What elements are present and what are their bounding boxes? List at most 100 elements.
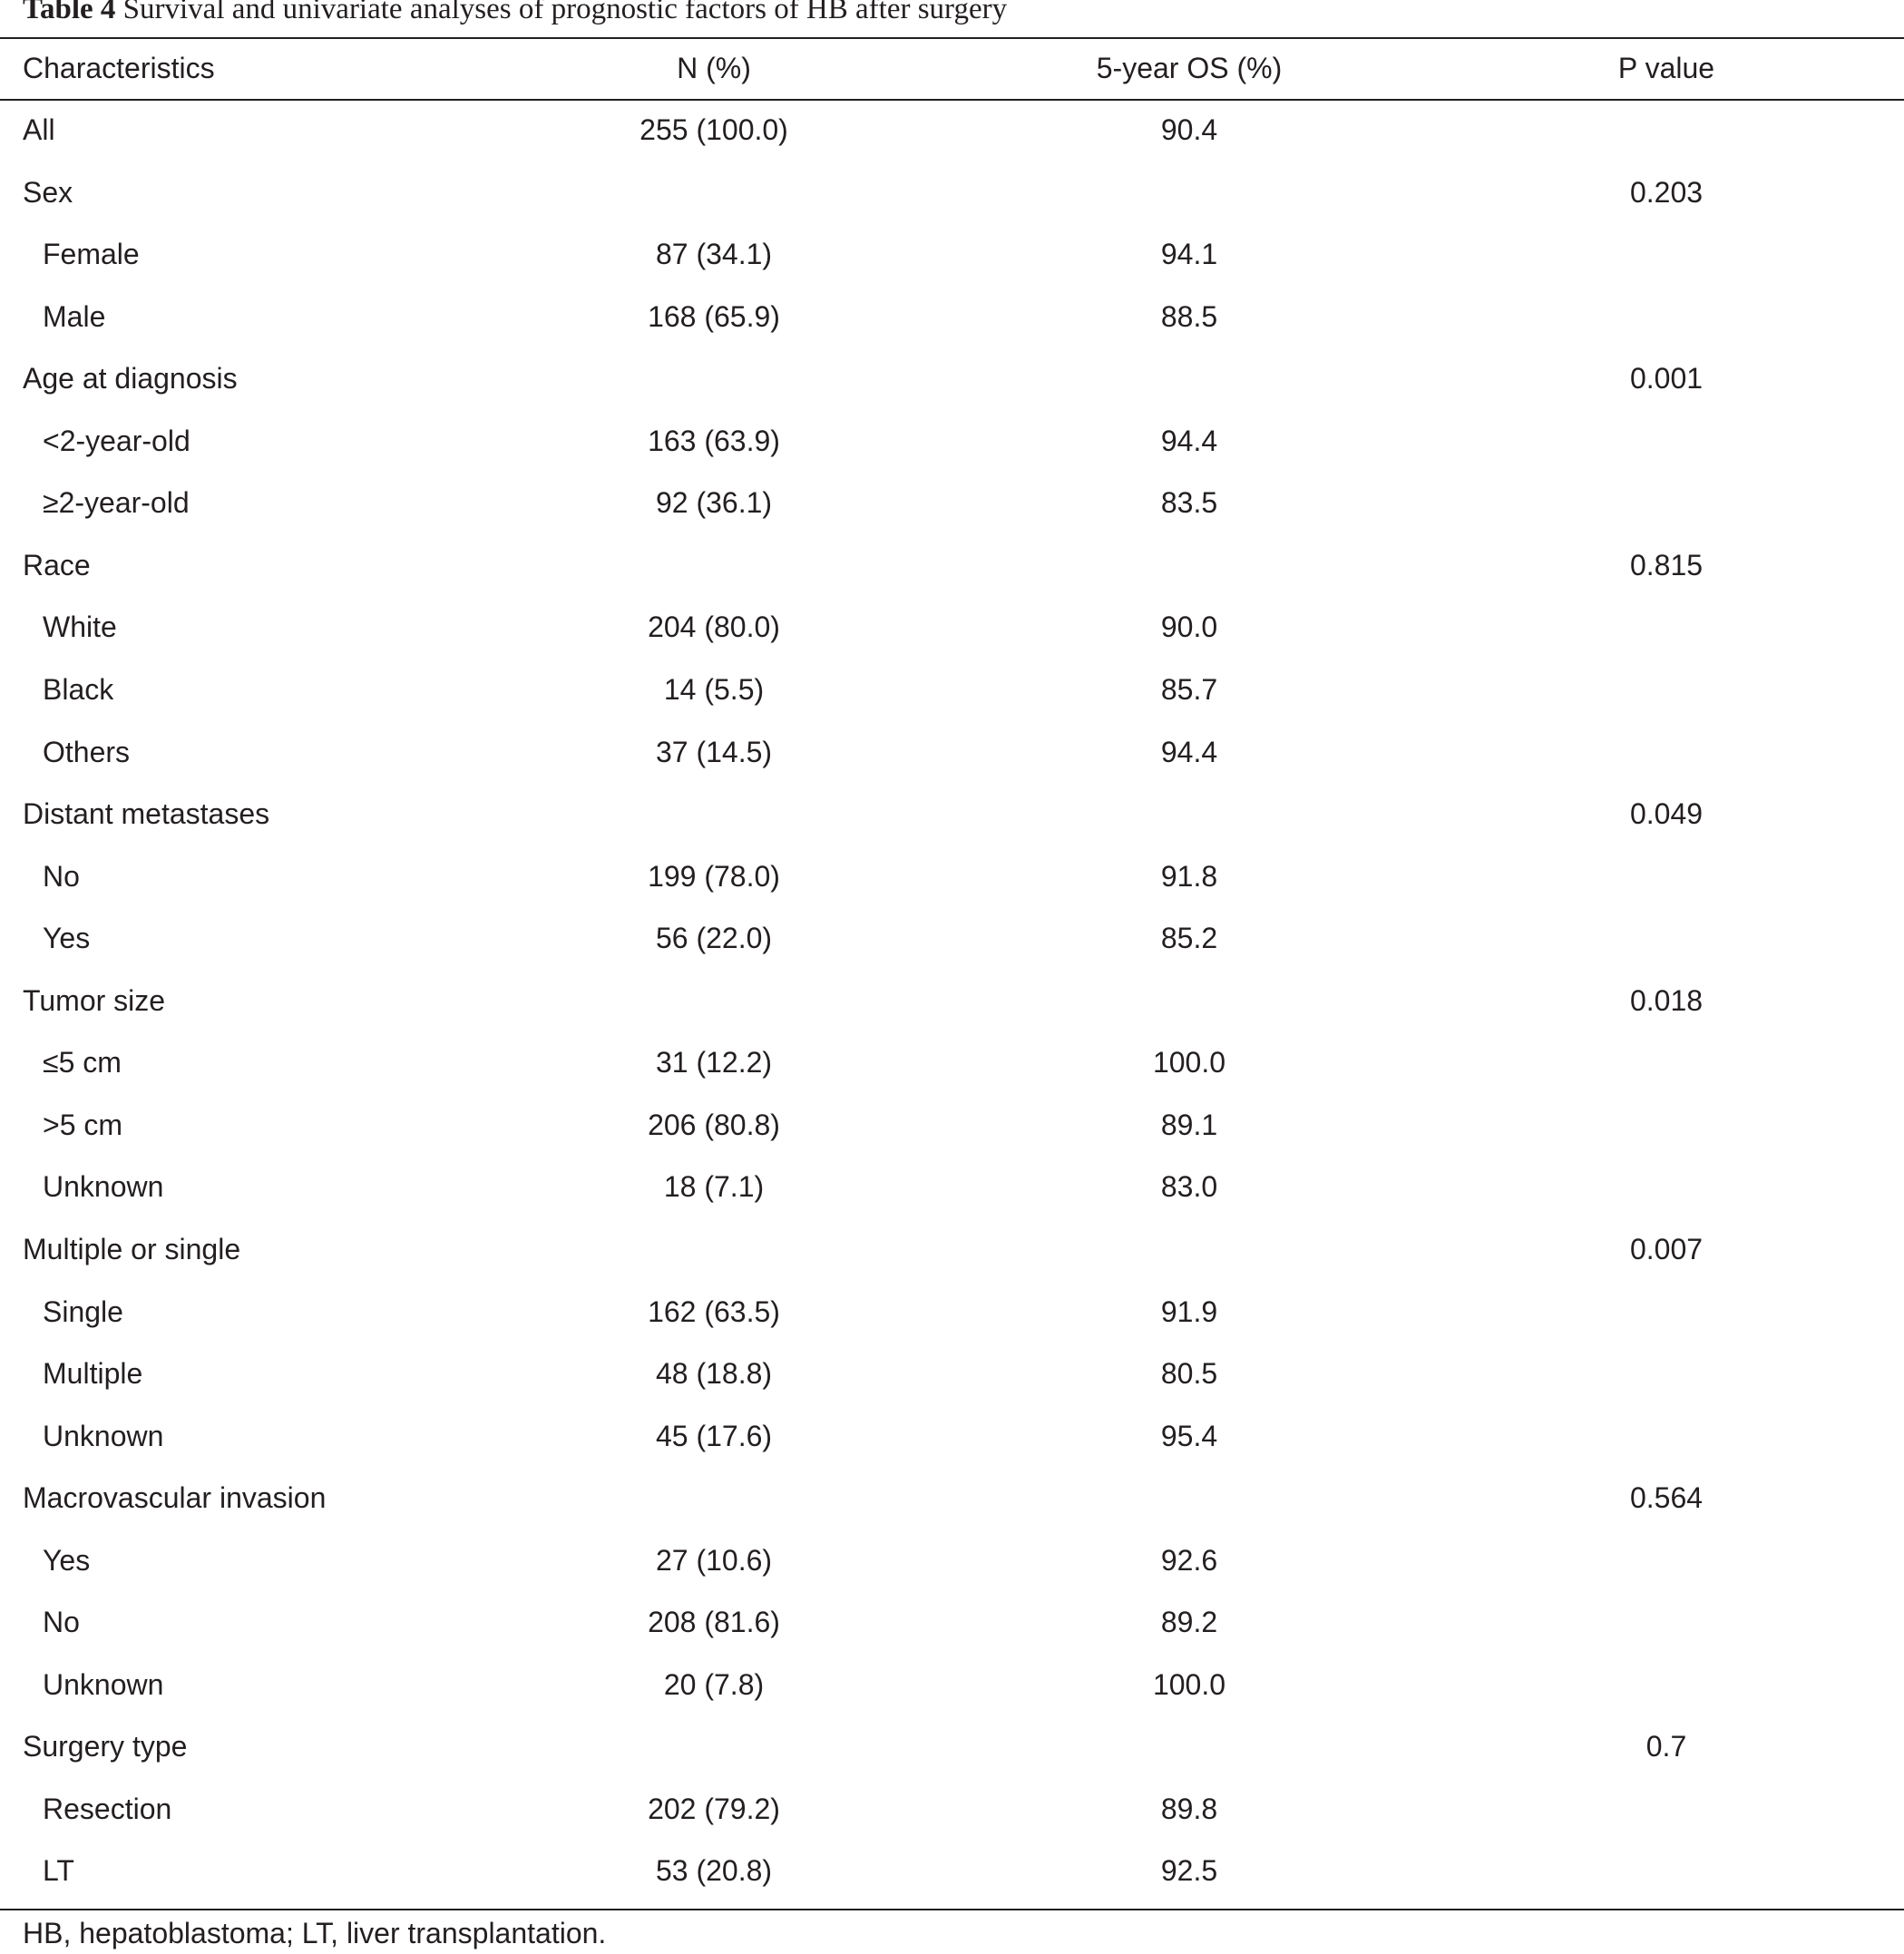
table-row: LT 53 (20.8) 92.5: [0, 1840, 1904, 1901]
n-percent-cell: 163 (63.9): [648, 424, 780, 457]
p-value-cell: 0.001: [1629, 362, 1704, 396]
p-value-cell: [1485, 721, 1848, 783]
table-row: ≥2-year-old 92 (36.1) 83.5: [0, 472, 1904, 533]
table-row: No 199 (78.0) 91.8: [0, 845, 1904, 907]
os-cell: 94.4: [1160, 424, 1218, 457]
table-row: Macrovascular invasion 0.564: [0, 1467, 1904, 1529]
p-value-cell: [1485, 1405, 1848, 1467]
os-cell: 91.8: [1160, 859, 1218, 893]
characteristic-cell: LT: [43, 1854, 74, 1888]
table-row: Sex 0.203: [0, 161, 1904, 223]
characteristic-cell: Others: [43, 735, 131, 768]
table-row: Unknown 45 (17.6) 95.4: [0, 1405, 1904, 1467]
characteristic-cell: Multiple: [43, 1357, 143, 1390]
characteristic-cell: Unknown: [43, 1667, 164, 1701]
os-cell: 100.0: [1152, 1046, 1226, 1080]
characteristic-cell: No: [43, 1606, 80, 1639]
table-footnote: HB, hepatoblastoma; LT, liver transplant…: [23, 1917, 607, 1949]
p-value-cell: [1485, 1094, 1848, 1156]
p-value-cell: [1485, 472, 1848, 533]
table-row: >5 cm 206 (80.8) 89.1: [0, 1094, 1904, 1156]
characteristic-cell: >5 cm: [43, 1108, 123, 1141]
os-cell: 95.4: [1160, 1419, 1218, 1452]
table-row: Black 14 (5.5) 85.7: [0, 659, 1904, 720]
n-percent-cell: 255 (100.0): [640, 113, 788, 146]
os-cell: 89.1: [1160, 1108, 1218, 1141]
characteristic-cell: Unknown: [43, 1170, 164, 1204]
table-row: Multiple 48 (18.8) 80.5: [0, 1343, 1904, 1404]
n-percent-cell: 31 (12.2): [655, 1046, 773, 1080]
p-value-cell: [1485, 99, 1848, 161]
characteristic-cell: ≥2-year-old: [43, 486, 190, 520]
table-row: Male 168 (65.9) 88.5: [0, 286, 1904, 347]
table-row: Age at diagnosis 0.001: [0, 347, 1904, 409]
n-percent-cell: 56 (22.0): [655, 922, 773, 955]
table-row: ≤5 cm 31 (12.2) 100.0: [0, 1031, 1904, 1093]
p-value-cell: 0.815: [1629, 548, 1704, 581]
header-5-year-os: 5-year OS (%): [1096, 52, 1283, 84]
p-value-cell: 0.049: [1629, 797, 1704, 830]
table-header-rule: [0, 99, 1904, 101]
n-percent-cell: [532, 783, 895, 845]
p-value-cell: [1485, 845, 1848, 907]
n-percent-cell: 37 (14.5): [655, 735, 773, 768]
os-cell: 90.4: [1160, 113, 1218, 146]
p-value-cell: 0.7: [1645, 1730, 1687, 1763]
characteristic-cell: No: [43, 859, 80, 893]
n-percent-cell: [532, 1715, 895, 1777]
table-row: Yes 56 (22.0) 85.2: [0, 907, 1904, 969]
table-row: Others 37 (14.5) 94.4: [0, 721, 1904, 783]
os-cell: 80.5: [1160, 1357, 1218, 1390]
n-percent-cell: [532, 970, 895, 1031]
table-bottom-rule: [0, 1909, 1904, 1910]
os-cell: 85.7: [1160, 672, 1218, 706]
n-percent-cell: 202 (79.2): [648, 1792, 780, 1825]
n-percent-cell: 92 (36.1): [655, 486, 773, 520]
p-value-cell: [1485, 286, 1848, 347]
characteristic-cell: Sex: [23, 175, 73, 209]
n-percent-cell: 168 (65.9): [648, 299, 780, 333]
n-percent-cell: 204 (80.0): [648, 611, 780, 644]
p-value-cell: 0.018: [1629, 983, 1704, 1017]
os-cell: 85.2: [1160, 922, 1218, 955]
os-cell: 89.2: [1160, 1606, 1218, 1639]
characteristic-cell: White: [43, 611, 117, 644]
characteristic-cell: Distant metastases: [23, 797, 270, 830]
p-value-cell: 0.007: [1629, 1232, 1704, 1265]
table-row: Distant metastases 0.049: [0, 783, 1904, 845]
n-percent-cell: [532, 534, 895, 596]
table-top-rule: [0, 37, 1904, 39]
n-percent-cell: 87 (34.1): [655, 238, 773, 271]
n-percent-cell: 14 (5.5): [663, 672, 765, 706]
table-row: Race 0.815: [0, 534, 1904, 596]
header-p-value: P value: [1617, 52, 1715, 84]
p-value-cell: [1485, 1778, 1848, 1840]
os-cell: 83.5: [1160, 486, 1218, 520]
n-percent-cell: [532, 1467, 895, 1529]
os-cell: 92.6: [1160, 1543, 1218, 1577]
table-row: White 204 (80.0) 90.0: [0, 596, 1904, 658]
n-percent-cell: 162 (63.5): [648, 1295, 780, 1328]
n-percent-cell: 45 (17.6): [655, 1419, 773, 1452]
characteristic-cell: Yes: [43, 922, 91, 955]
table-row: Single 162 (63.5) 91.9: [0, 1281, 1904, 1343]
characteristic-cell: Surgery type: [23, 1730, 188, 1763]
os-cell: 94.1: [1160, 238, 1218, 271]
characteristic-cell: <2-year-old: [43, 424, 190, 457]
os-cell: 92.5: [1160, 1854, 1218, 1888]
characteristic-cell: ≤5 cm: [43, 1046, 122, 1080]
os-cell: [1008, 534, 1371, 596]
n-percent-cell: 208 (81.6): [648, 1606, 780, 1639]
n-percent-cell: [532, 1218, 895, 1280]
os-cell: [1008, 1715, 1371, 1777]
p-value-cell: [1485, 1156, 1848, 1217]
p-value-cell: [1485, 1591, 1848, 1653]
n-percent-cell: 18 (7.1): [663, 1170, 765, 1204]
n-percent-cell: 199 (78.0): [648, 859, 780, 893]
characteristic-cell: Resection: [43, 1792, 172, 1825]
p-value-cell: [1485, 1281, 1848, 1343]
characteristic-cell: Age at diagnosis: [23, 362, 238, 396]
p-value-cell: [1485, 410, 1848, 472]
p-value-cell: 0.564: [1629, 1481, 1704, 1515]
table-header-row: Characteristics N (%) 5-year OS (%) P va…: [0, 37, 1904, 99]
